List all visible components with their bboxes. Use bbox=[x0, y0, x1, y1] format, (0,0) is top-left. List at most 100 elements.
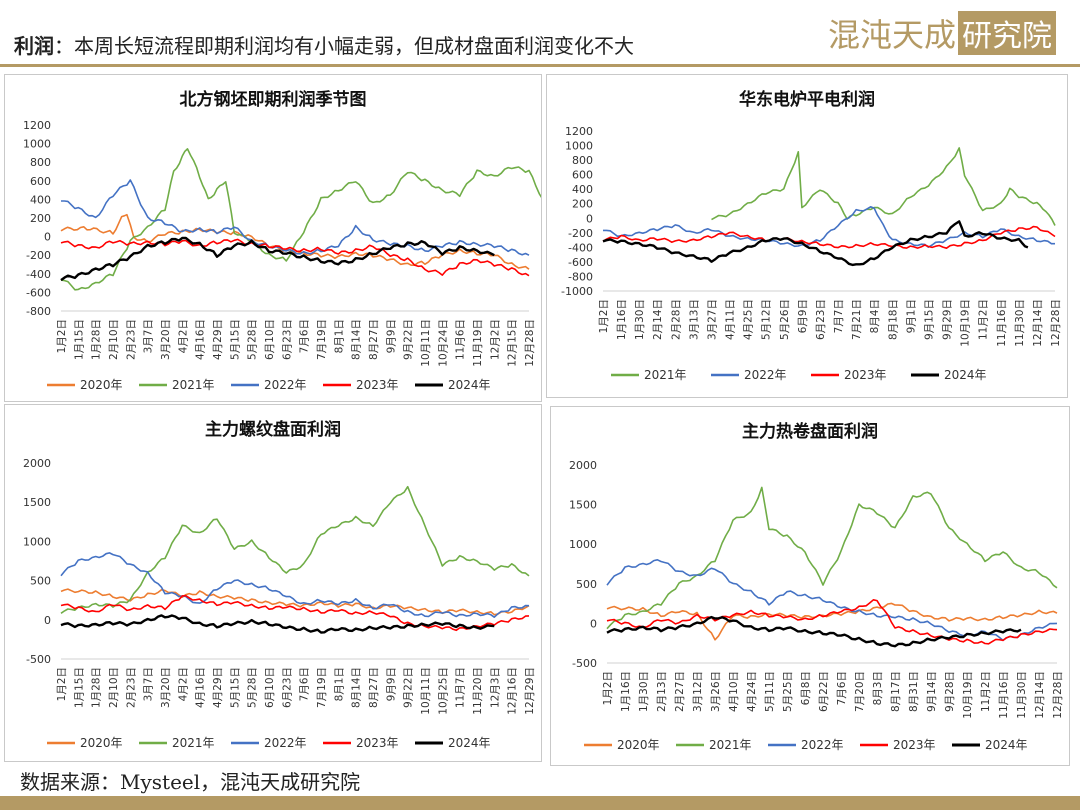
x-tick-label: 2月10日 bbox=[108, 667, 120, 708]
x-tick-label: 8月27日 bbox=[368, 667, 380, 708]
x-tick-label: 2月23日 bbox=[125, 319, 137, 360]
x-tick-label: 12月28日 bbox=[524, 319, 536, 367]
legend-label: 2021年 bbox=[709, 738, 752, 752]
legend-label: 2024年 bbox=[448, 378, 491, 392]
series-line bbox=[603, 206, 1055, 248]
x-tick-label: 3月20日 bbox=[160, 667, 172, 708]
x-tick-label: 4月29日 bbox=[212, 319, 224, 360]
x-tick-label: 5月25日 bbox=[782, 671, 794, 712]
x-tick-label: 7月21日 bbox=[851, 299, 863, 340]
legend-label: 2024年 bbox=[944, 368, 987, 382]
x-tick-label: 7月6日 bbox=[299, 319, 311, 353]
y-tick-label: -500 bbox=[572, 657, 597, 670]
series-line bbox=[60, 614, 495, 634]
series-line bbox=[606, 599, 1058, 645]
chart-north-billet: 北方钢坯即期利润季节图 -800 -600 -400 -200 0 200 400 600 800… bbox=[23, 89, 541, 392]
x-tick-label: 8月1日 bbox=[333, 667, 345, 701]
y-tick-label: 500 bbox=[30, 575, 51, 588]
x-tick-label: 3月7日 bbox=[143, 667, 155, 701]
y-tick-label: 2000 bbox=[23, 457, 51, 470]
series-line bbox=[602, 225, 1056, 249]
series-line bbox=[602, 220, 1029, 267]
x-tick-label: 9月22日 bbox=[403, 667, 415, 708]
x-tick-label: 11月19日 bbox=[472, 319, 484, 367]
x-tick-label: 6月23日 bbox=[815, 299, 827, 340]
y-tick-label: 800 bbox=[572, 154, 593, 167]
legend-label: 2024年 bbox=[985, 738, 1028, 752]
x-tick-label: 1月2日 bbox=[598, 299, 610, 333]
x-tick-label: 5月12日 bbox=[761, 299, 773, 340]
x-tick-label: 12月3日 bbox=[489, 667, 501, 708]
slide-title-text: 本周长短流程即期利润均有小幅走弱，但成材盘面利润变化不大 bbox=[74, 34, 634, 58]
x-tick-label: 6月9日 bbox=[797, 299, 809, 333]
x-tick-label: 5月26日 bbox=[779, 299, 791, 340]
series-line bbox=[60, 148, 541, 291]
legend-label: 2023年 bbox=[893, 738, 936, 752]
x-tick-label: 6月22日 bbox=[818, 671, 830, 712]
legend-label: 2021年 bbox=[172, 378, 215, 392]
x-tick-label: 10月19日 bbox=[960, 299, 972, 347]
y-tick-label: 2000 bbox=[569, 459, 597, 472]
x-tick-label: 11月20日 bbox=[472, 667, 484, 715]
y-tick-label: 1000 bbox=[569, 538, 597, 551]
y-tick-label: -400 bbox=[26, 268, 51, 281]
x-tick-label: 8月27日 bbox=[368, 319, 380, 360]
y-tick-label: 200 bbox=[572, 198, 593, 211]
y-tick-label: 0 bbox=[586, 212, 593, 225]
x-tick-label: 8月1日 bbox=[333, 319, 345, 353]
chart-title: 北方钢坯即期利润季节图 bbox=[180, 89, 367, 110]
x-tick-label: 11月2日 bbox=[978, 299, 990, 340]
legend-label: 2022年 bbox=[264, 378, 307, 392]
y-tick-label: 0 bbox=[590, 617, 597, 630]
legend-label: 2020年 bbox=[80, 736, 123, 750]
y-tick-label: 1500 bbox=[23, 496, 51, 509]
logo-box-text: 研究院 bbox=[958, 11, 1056, 55]
x-tick-label: 4月25日 bbox=[743, 299, 755, 340]
x-tick-label: 1月28日 bbox=[91, 319, 103, 360]
y-tick-label: -400 bbox=[568, 241, 593, 254]
x-tick-label: 10月19日 bbox=[962, 671, 974, 719]
chart-panel-north-billet: 北方钢坯即期利润季节图 -800 -600 -400 -200 0 200 400 600 800… bbox=[4, 74, 542, 402]
x-tick-label: 2月28日 bbox=[670, 299, 682, 340]
legend-label: 2022年 bbox=[744, 368, 787, 382]
x-tick-label: 3月26日 bbox=[710, 671, 722, 712]
series-line bbox=[606, 559, 1058, 642]
chart-panel-east-eaf: 华东电炉平电利润 -1000 -800 -600 -400 -200 0 200 400 600 8… bbox=[546, 74, 1068, 398]
x-tick-label: 6月23日 bbox=[281, 667, 293, 708]
legend-label: 2021年 bbox=[644, 368, 687, 382]
chart-title: 主力螺纹盘面利润 bbox=[205, 419, 341, 440]
x-tick-label: 2月27日 bbox=[674, 671, 686, 712]
x-tick-label: 8月3日 bbox=[872, 671, 884, 705]
x-tick-label: 6月10日 bbox=[264, 319, 276, 360]
x-tick-label: 12月15日 bbox=[507, 319, 519, 367]
y-tick-label: 1000 bbox=[23, 535, 51, 548]
header-divider bbox=[0, 64, 1080, 67]
legend-label: 2020年 bbox=[617, 738, 660, 752]
series-line bbox=[60, 588, 530, 616]
x-tick-label: 4月24日 bbox=[746, 671, 758, 712]
x-tick-label: 5月28日 bbox=[247, 319, 259, 360]
slide-title: 利润：本周长短流程即期利润均有小幅走弱，但成材盘面利润变化不大 bbox=[14, 30, 634, 59]
report-header: 利润：本周长短流程即期利润均有小幅走弱，但成材盘面利润变化不大 混沌天成 研究院 bbox=[0, 0, 1080, 64]
x-tick-label: 2月10日 bbox=[108, 319, 120, 360]
y-tick-label: 800 bbox=[30, 156, 51, 169]
x-tick-label: 1月30日 bbox=[634, 299, 646, 340]
x-tick-label: 4月29日 bbox=[212, 667, 224, 708]
x-tick-label: 2月23日 bbox=[125, 667, 137, 708]
x-tick-label: 8月14日 bbox=[351, 319, 363, 360]
y-tick-label: 1200 bbox=[565, 125, 593, 138]
x-tick-label: 12月16日 bbox=[507, 667, 519, 715]
legend-label: 2023年 bbox=[356, 736, 399, 750]
x-tick-label: 9月15日 bbox=[923, 299, 935, 340]
x-tick-label: 9月28日 bbox=[944, 671, 956, 712]
y-tick-label: 1000 bbox=[23, 138, 51, 151]
legend-label: 2022年 bbox=[801, 738, 844, 752]
x-tick-label: 9月9日 bbox=[385, 667, 397, 701]
x-tick-label: 1月30日 bbox=[638, 671, 650, 712]
x-tick-label: 12月28日 bbox=[1050, 299, 1062, 347]
x-tick-label: 11月7日 bbox=[455, 667, 467, 708]
x-tick-label: 4月2日 bbox=[177, 319, 189, 353]
x-tick-label: 11月16日 bbox=[996, 299, 1008, 347]
y-tick-label: 1200 bbox=[23, 119, 51, 132]
